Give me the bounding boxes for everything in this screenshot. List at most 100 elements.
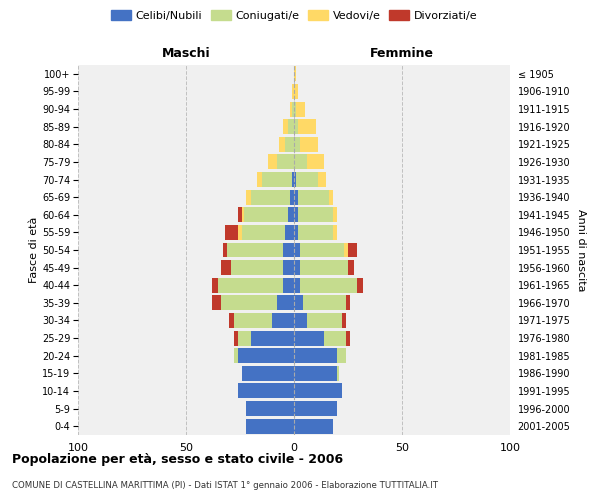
Bar [229,313,233,328]
Bar [283,278,294,292]
Bar [277,296,294,310]
Text: Popolazione per età, sesso e stato civile - 2006: Popolazione per età, sesso e stato civil… [12,452,343,466]
Bar [283,260,294,275]
Bar [337,348,346,363]
Text: Maschi: Maschi [161,46,211,60]
Bar [242,366,294,381]
Bar [294,208,298,222]
Bar [294,137,301,152]
Bar [244,208,287,222]
Bar [301,278,356,292]
Bar [268,154,277,170]
Bar [290,102,292,116]
Bar [294,278,301,292]
Bar [272,313,294,328]
Bar [242,208,244,222]
Bar [294,384,341,398]
Bar [221,296,277,310]
Bar [279,137,286,152]
Bar [233,330,238,345]
Bar [287,208,294,222]
Bar [356,278,363,292]
Bar [212,278,218,292]
Bar [294,401,337,416]
Bar [277,154,294,170]
Y-axis label: Anni di nascita: Anni di nascita [576,209,586,291]
Bar [333,208,337,222]
Bar [294,330,324,345]
Bar [242,225,286,240]
Bar [301,242,344,258]
Bar [298,225,333,240]
Bar [233,348,238,363]
Bar [294,313,307,328]
Bar [283,242,294,258]
Bar [287,119,294,134]
Bar [238,348,294,363]
Legend: Celibi/Nubili, Coniugati/e, Vedovi/e, Divorziati/e: Celibi/Nubili, Coniugati/e, Vedovi/e, Di… [109,8,479,24]
Bar [294,190,298,204]
Bar [337,366,340,381]
Bar [344,242,348,258]
Bar [251,190,290,204]
Bar [346,296,350,310]
Bar [301,137,318,152]
Bar [251,330,294,345]
Bar [301,260,348,275]
Bar [294,242,301,258]
Bar [329,190,333,204]
Bar [307,154,324,170]
Bar [294,172,296,187]
Bar [247,190,251,204]
Bar [333,225,337,240]
Bar [302,296,346,310]
Bar [296,172,318,187]
Bar [294,84,298,99]
Bar [238,225,242,240]
Bar [298,208,333,222]
Bar [307,313,341,328]
Bar [294,260,301,275]
Bar [247,418,294,434]
Bar [292,84,294,99]
Bar [232,260,283,275]
Bar [296,102,305,116]
Bar [348,260,355,275]
Bar [324,330,346,345]
Bar [221,260,232,275]
Bar [318,172,326,187]
Bar [233,313,272,328]
Bar [294,102,296,116]
Bar [294,154,307,170]
Bar [292,102,294,116]
Bar [257,172,262,187]
Y-axis label: Fasce di età: Fasce di età [29,217,39,283]
Bar [283,119,287,134]
Bar [294,348,337,363]
Bar [238,384,294,398]
Bar [294,296,302,310]
Bar [346,330,350,345]
Bar [298,119,316,134]
Bar [262,172,292,187]
Bar [286,225,294,240]
Text: Femmine: Femmine [370,46,434,60]
Bar [294,418,333,434]
Bar [286,137,294,152]
Bar [294,119,298,134]
Bar [227,242,283,258]
Text: COMUNE DI CASTELLINA MARITTIMA (PI) - Dati ISTAT 1° gennaio 2006 - Elaborazione : COMUNE DI CASTELLINA MARITTIMA (PI) - Da… [12,480,438,490]
Bar [290,190,294,204]
Bar [292,172,294,187]
Bar [238,208,242,222]
Bar [223,242,227,258]
Bar [294,366,337,381]
Bar [341,313,346,328]
Bar [238,330,251,345]
Bar [298,190,329,204]
Bar [348,242,356,258]
Bar [247,401,294,416]
Bar [212,296,221,310]
Bar [225,225,238,240]
Bar [218,278,283,292]
